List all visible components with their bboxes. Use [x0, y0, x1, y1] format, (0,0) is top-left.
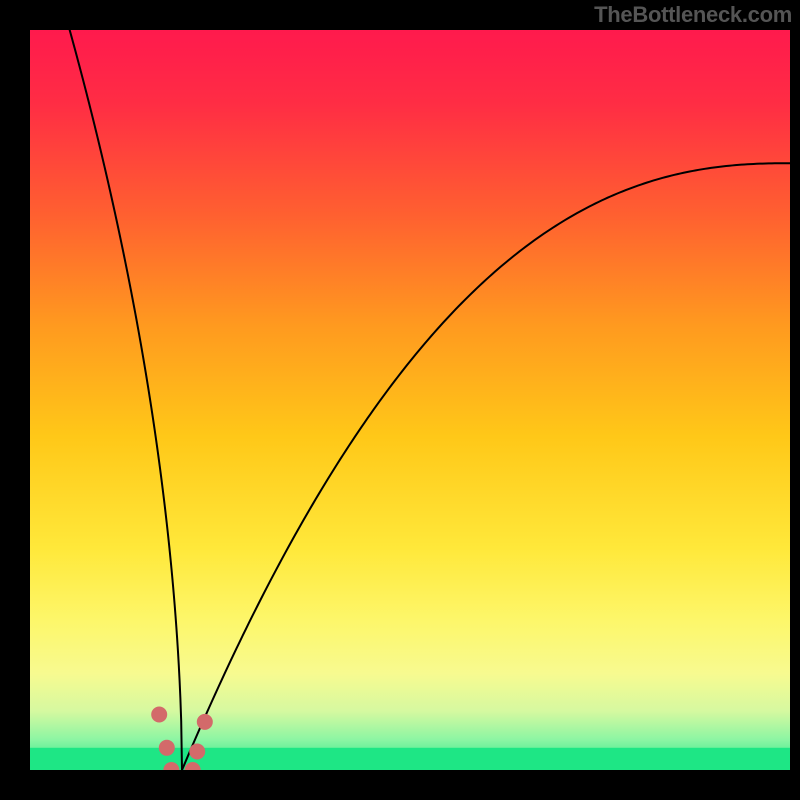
watermark-text: TheBottleneck.com	[594, 2, 792, 28]
data-marker	[197, 714, 213, 730]
data-marker	[159, 740, 175, 756]
data-marker	[151, 707, 167, 723]
data-marker	[189, 744, 205, 760]
plot-svg	[30, 30, 790, 770]
chart-frame: TheBottleneck.com	[0, 0, 800, 800]
gradient-background	[30, 30, 790, 770]
green-base-band	[30, 748, 790, 770]
